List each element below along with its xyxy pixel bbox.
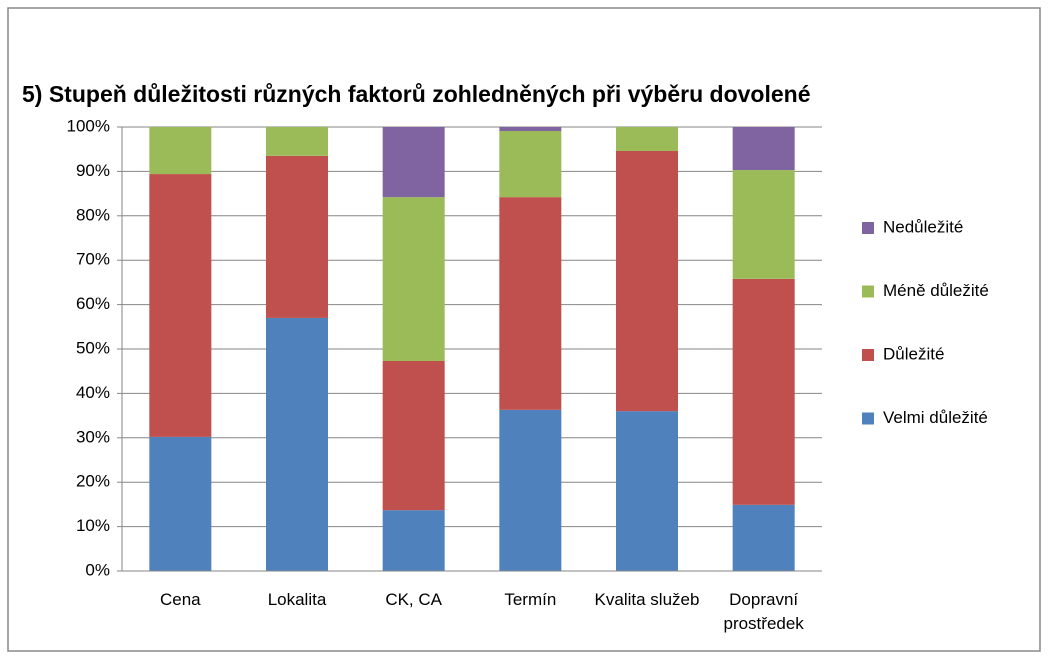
y-tick-label: 30% <box>76 427 110 446</box>
legend-swatch <box>862 412 874 425</box>
bar-segment <box>732 278 795 505</box>
y-tick-label: 90% <box>76 161 110 180</box>
bar-segment <box>732 127 795 171</box>
legend-label: Důležité <box>883 344 944 363</box>
bar-segment <box>732 170 795 279</box>
bar-segment <box>382 127 445 198</box>
bar-segment <box>499 197 562 410</box>
x-tick-label: Dopravní prostředek <box>723 590 804 633</box>
y-tick-label: 50% <box>76 338 110 357</box>
x-tick-label: Cena <box>160 590 201 609</box>
bar-segment <box>382 197 445 361</box>
legend-label: Méně důležité <box>883 281 989 300</box>
chart-title: 5) Stupeň důležitosti různých faktorů zo… <box>22 81 811 107</box>
x-tick-label: Lokalita <box>267 590 327 609</box>
bar-segment <box>266 127 328 156</box>
x-tick-label: Termín <box>504 590 557 609</box>
y-tick-label: 70% <box>76 250 110 269</box>
bar-segment <box>616 411 678 571</box>
legend-swatch <box>862 285 874 298</box>
bar-segment <box>382 510 445 571</box>
x-tick-label: Kvalita služeb <box>594 590 700 609</box>
legend-swatch <box>862 222 874 234</box>
legend-label: Nedůležité <box>883 217 963 236</box>
bar-segment <box>149 127 212 175</box>
bar-segment <box>266 155 328 318</box>
bar-segment <box>499 130 562 198</box>
bar-segment <box>266 317 328 571</box>
y-tick-label: 20% <box>76 472 110 491</box>
y-tick-label: 60% <box>76 294 110 313</box>
y-tick-label: 40% <box>76 383 110 402</box>
legend-swatch <box>862 349 874 361</box>
bar-segment <box>616 150 678 412</box>
bar-segment <box>499 127 562 131</box>
bar-segment <box>499 409 562 571</box>
bar-segment <box>616 127 678 151</box>
bar-segment <box>149 436 212 571</box>
bar-segment <box>382 360 445 511</box>
y-tick-label: 0% <box>85 560 110 579</box>
y-tick-label: 100% <box>67 116 110 135</box>
legend-label: Velmi důležité <box>883 408 988 427</box>
y-tick-label: 10% <box>76 516 110 535</box>
bar-segment <box>732 504 795 571</box>
x-tick-label: CK, CA <box>385 590 442 609</box>
bar-segment <box>149 174 212 437</box>
y-tick-label: 80% <box>76 205 110 224</box>
